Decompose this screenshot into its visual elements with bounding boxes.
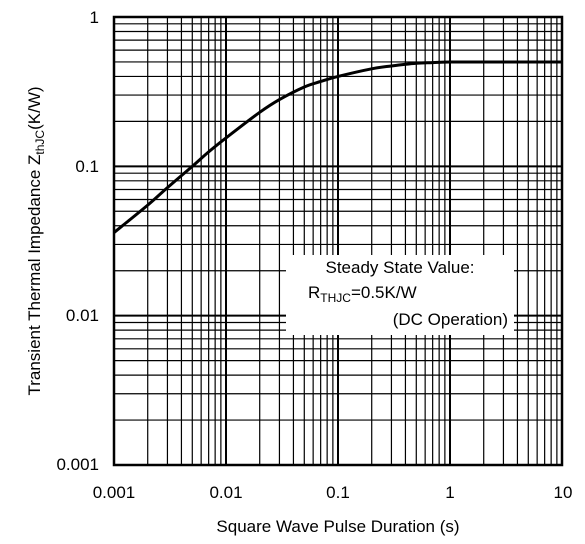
y-axis-title: Transient Thermal Impedance ZthJC(K/W) — [25, 86, 47, 395]
annotation-r-value: =0.5K/W — [351, 283, 417, 302]
x-tick-labels: 0.001 0.01 0.1 1 10 — [93, 483, 573, 502]
annotation-line-1: Steady State Value: — [325, 258, 474, 277]
annotation-r-symbol: R — [308, 283, 320, 302]
thermal-impedance-curve — [113, 60, 562, 234]
x-tick-label: 0.01 — [209, 483, 242, 502]
annotation-line-3: (DC Operation) — [393, 310, 508, 329]
y-axis-title-unit: (K/W) — [25, 86, 44, 129]
y-tick-label: 0.001 — [56, 455, 99, 474]
series-layer — [113, 60, 562, 234]
x-tick-label: 0.1 — [326, 483, 350, 502]
y-axis-title-subscript: thJC — [33, 130, 47, 155]
y-tick-label: 1 — [90, 8, 99, 27]
annotation-line-2: RTHJC=0.5K/W — [308, 283, 417, 305]
y-axis-title-main: Transient Thermal Impedance Z — [25, 155, 44, 396]
x-axis-title: Square Wave Pulse Duration (s) — [216, 517, 459, 536]
x-tick-label: 10 — [554, 483, 573, 502]
x-tick-label: 1 — [445, 483, 454, 502]
plot-frame — [112, 15, 564, 467]
annotation-background — [286, 255, 514, 335]
y-tick-label: 0.01 — [66, 306, 99, 325]
y-tick-labels: 0.001 0.01 0.1 1 — [56, 8, 99, 474]
steady-state-annotation: Steady State Value: RTHJC=0.5K/W (DC Ope… — [286, 255, 514, 335]
grid-lines — [113, 17, 562, 466]
y-tick-label: 0.1 — [75, 157, 99, 176]
x-tick-label: 0.001 — [93, 483, 136, 502]
annotation-r-subscript: THJC — [320, 291, 351, 305]
